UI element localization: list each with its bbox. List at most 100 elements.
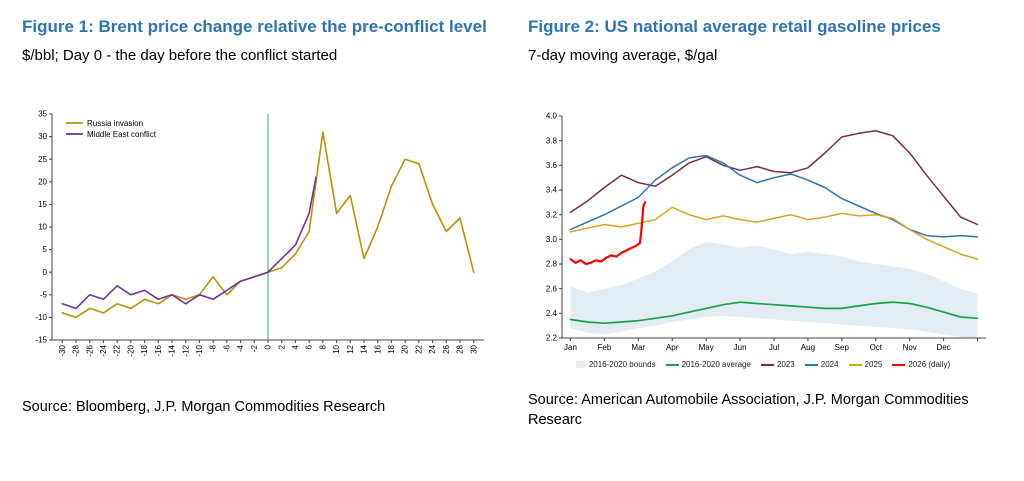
svg-text:Middle East conflict: Middle East conflict bbox=[87, 130, 157, 139]
svg-text:-2: -2 bbox=[250, 344, 259, 352]
svg-text:-16: -16 bbox=[154, 344, 163, 356]
figure1-header: Figure 1: Brent price change relative th… bbox=[22, 16, 492, 108]
svg-text:30: 30 bbox=[38, 132, 47, 141]
svg-text:Aug: Aug bbox=[801, 343, 815, 352]
svg-text:Dec: Dec bbox=[936, 343, 950, 352]
svg-text:6: 6 bbox=[305, 344, 314, 349]
legend-label: 2024 bbox=[820, 360, 839, 369]
svg-text:-12: -12 bbox=[181, 344, 190, 356]
svg-text:4: 4 bbox=[291, 344, 300, 349]
svg-text:0: 0 bbox=[43, 268, 48, 277]
legend-swatch bbox=[848, 363, 862, 366]
svg-text:-5: -5 bbox=[40, 290, 48, 299]
svg-text:16: 16 bbox=[373, 344, 382, 353]
figure2-header: Figure 2: US national average retail gas… bbox=[528, 16, 998, 108]
legend-label: 2026 (daily) bbox=[908, 360, 951, 369]
svg-text:26: 26 bbox=[442, 344, 451, 353]
svg-text:Nov: Nov bbox=[903, 343, 917, 352]
svg-text:20: 20 bbox=[38, 177, 47, 186]
legend-item: 2016-2020 bounds bbox=[575, 360, 656, 369]
figure2-chart: 2.2 2.4 2.6 2.8 3.0 3.2 3.4 3.6 3.8 4.0 Jan Feb Mar A… bbox=[528, 108, 998, 369]
svg-text:-30: -30 bbox=[58, 344, 67, 356]
svg-text:May: May bbox=[699, 343, 714, 352]
figure1-source: Source: Bloomberg, J.P. Morgan Commoditi… bbox=[22, 399, 386, 415]
legend-swatch bbox=[575, 361, 586, 368]
legend-item: 2024 bbox=[804, 360, 839, 369]
legend-item: 2026 (daily) bbox=[892, 360, 950, 369]
legend-item: 2023 bbox=[760, 360, 795, 369]
svg-text:28: 28 bbox=[456, 344, 465, 353]
figure2-legend: 2016-2020 bounds 2016-2020 average 2023 202… bbox=[528, 360, 998, 369]
svg-text:-26: -26 bbox=[85, 344, 94, 356]
figure2-title: Figure 2: US national average retail gas… bbox=[528, 17, 941, 36]
figure2-chart-svg: 2.2 2.4 2.6 2.8 3.0 3.2 3.4 3.6 3.8 4.0 Jan Feb Mar A… bbox=[546, 112, 986, 352]
svg-text:Apr: Apr bbox=[666, 343, 679, 352]
svg-text:2: 2 bbox=[277, 344, 286, 349]
svg-text:2.8: 2.8 bbox=[546, 260, 558, 269]
svg-text:0: 0 bbox=[264, 344, 273, 349]
svg-text:2.4: 2.4 bbox=[546, 309, 558, 318]
legend-swatch bbox=[760, 363, 774, 366]
svg-text:-14: -14 bbox=[168, 344, 177, 356]
svg-text:3.0: 3.0 bbox=[546, 235, 558, 244]
svg-text:2.2: 2.2 bbox=[546, 334, 558, 343]
legend-swatch bbox=[892, 363, 906, 366]
svg-text:Jan: Jan bbox=[564, 343, 577, 352]
svg-text:10: 10 bbox=[332, 344, 341, 353]
svg-text:3.6: 3.6 bbox=[546, 161, 558, 170]
legend-item: 2025 bbox=[848, 360, 883, 369]
svg-text:-10: -10 bbox=[195, 344, 204, 356]
svg-text:12: 12 bbox=[346, 344, 355, 353]
svg-text:-8: -8 bbox=[209, 344, 218, 352]
legend-label: 2016-2020 average bbox=[681, 360, 751, 369]
svg-text:Mar: Mar bbox=[631, 343, 645, 352]
legend-swatch bbox=[804, 363, 818, 366]
svg-text:22: 22 bbox=[415, 344, 424, 353]
figure1-subtitle: $/bbl; Day 0 - the day before the confli… bbox=[22, 47, 338, 65]
legend-label: 2023 bbox=[776, 360, 795, 369]
svg-text:30: 30 bbox=[469, 344, 478, 353]
svg-text:Oct: Oct bbox=[870, 343, 883, 352]
svg-text:14: 14 bbox=[360, 344, 369, 353]
svg-text:24: 24 bbox=[428, 344, 437, 353]
svg-text:Jun: Jun bbox=[734, 343, 747, 352]
svg-text:25: 25 bbox=[38, 155, 47, 164]
figure1-panel: Figure 1: Brent price change relative th… bbox=[22, 16, 492, 471]
svg-text:-6: -6 bbox=[223, 344, 232, 352]
svg-text:Feb: Feb bbox=[598, 343, 612, 352]
svg-text:3.8: 3.8 bbox=[546, 136, 558, 145]
svg-text:10: 10 bbox=[38, 223, 47, 232]
figure1-chart: -15 -10 -5 0 5 10 15 20 25 30 35 -30 -28 -26 -24 -22 -20… bbox=[22, 108, 492, 376]
svg-text:8: 8 bbox=[319, 344, 328, 349]
svg-text:-4: -4 bbox=[236, 344, 245, 352]
legend-label: 2016-2020 bounds bbox=[588, 360, 656, 369]
svg-text:-18: -18 bbox=[140, 344, 149, 356]
svg-text:-10: -10 bbox=[35, 313, 47, 322]
figure2-subtitle: 7-day moving average, $/gal bbox=[528, 47, 718, 65]
figure2-source: Source: American Automobile Association,… bbox=[528, 392, 969, 428]
svg-text:2.6: 2.6 bbox=[546, 284, 558, 293]
svg-text:-20: -20 bbox=[127, 344, 136, 356]
figure1-title: Figure 1: Brent price change relative th… bbox=[22, 17, 487, 36]
legend-swatch bbox=[665, 363, 679, 366]
svg-text:3.4: 3.4 bbox=[546, 186, 558, 195]
svg-text:Sep: Sep bbox=[835, 343, 850, 352]
svg-text:-22: -22 bbox=[113, 344, 122, 356]
svg-text:4.0: 4.0 bbox=[546, 112, 558, 121]
svg-text:-28: -28 bbox=[72, 344, 81, 356]
figure2-panel: Figure 2: US national average retail gas… bbox=[528, 16, 998, 471]
svg-text:Jul: Jul bbox=[769, 343, 779, 352]
svg-text:35: 35 bbox=[38, 110, 47, 119]
svg-text:18: 18 bbox=[387, 344, 396, 353]
legend-label: 2025 bbox=[864, 360, 883, 369]
svg-text:-24: -24 bbox=[99, 344, 108, 356]
svg-text:3.2: 3.2 bbox=[546, 210, 558, 219]
svg-text:15: 15 bbox=[38, 200, 47, 209]
svg-text:20: 20 bbox=[401, 344, 410, 353]
svg-text:Russia invasion: Russia invasion bbox=[87, 119, 143, 128]
svg-text:-15: -15 bbox=[35, 336, 47, 345]
legend-item: 2016-2020 average bbox=[665, 360, 751, 369]
svg-text:5: 5 bbox=[43, 245, 48, 254]
